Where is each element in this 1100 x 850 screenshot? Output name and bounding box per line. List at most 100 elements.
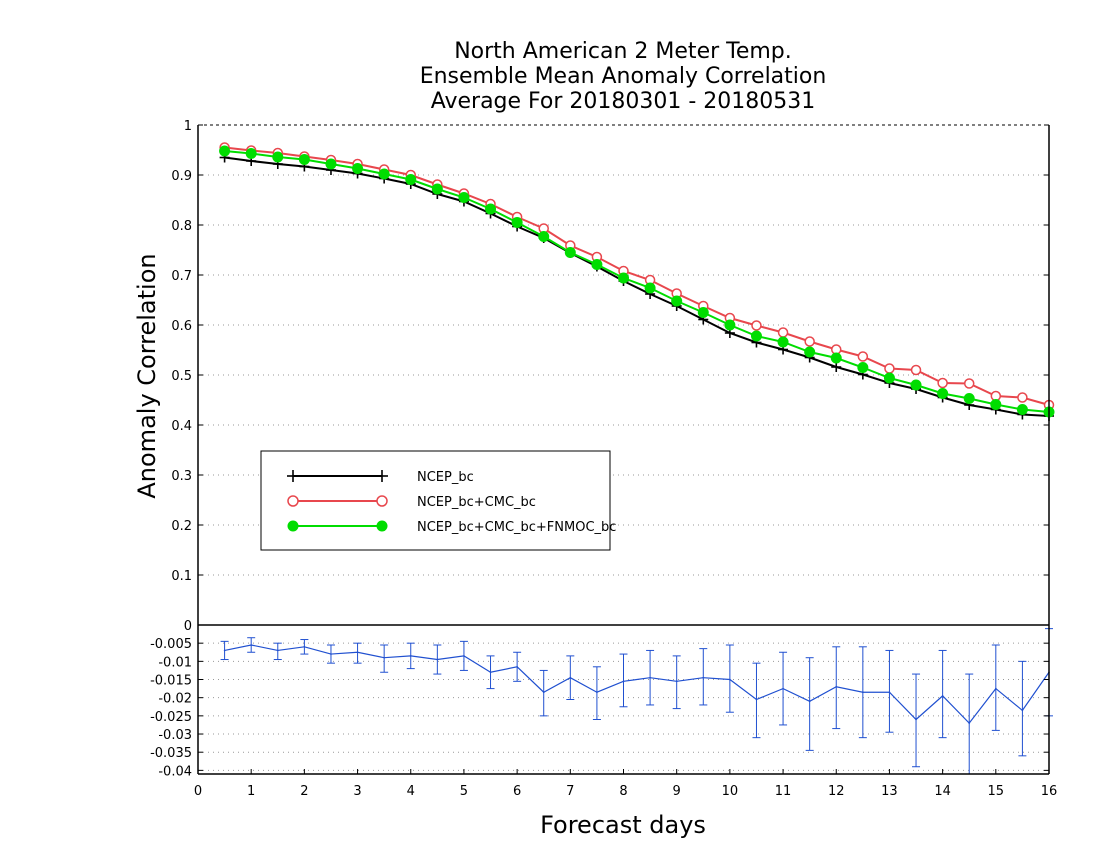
y-tick-label: 0.3 — [171, 469, 192, 484]
series-line — [224, 156, 1050, 417]
error-bar — [1018, 660, 1027, 757]
difference-point — [409, 655, 412, 657]
series-point — [937, 377, 948, 389]
difference-point — [383, 656, 385, 659]
difference-point — [808, 700, 811, 703]
error-bar — [619, 653, 628, 708]
x-tick-label: 10 — [722, 784, 739, 799]
difference-point — [995, 687, 997, 690]
series-point — [511, 217, 523, 228]
series-point — [644, 282, 656, 294]
difference-point — [755, 698, 758, 701]
x-tick-label: 4 — [407, 784, 415, 799]
error-bar — [991, 644, 1000, 731]
x-tick-label: 16 — [1041, 784, 1058, 799]
error-bar — [832, 646, 841, 730]
x-tick-label: 2 — [300, 784, 308, 799]
difference-point — [862, 691, 864, 694]
x-tick-label: 15 — [988, 784, 1005, 799]
error-bar — [539, 669, 548, 717]
y-tick-label: 0.6 — [171, 319, 192, 334]
difference-point — [223, 649, 226, 652]
series-point — [857, 351, 869, 362]
y-tick-label: -0.035 — [150, 746, 192, 761]
difference-point — [702, 676, 705, 679]
y-tick-label: 0.1 — [171, 569, 192, 584]
error-bar — [380, 644, 389, 673]
series-point — [1016, 404, 1028, 415]
y-tick-label: -0.03 — [158, 728, 192, 743]
difference-point — [622, 680, 625, 683]
series-point — [219, 145, 231, 157]
series-point — [431, 183, 443, 195]
difference-line — [224, 644, 1050, 725]
series-point — [777, 327, 789, 338]
difference-point — [596, 691, 598, 694]
y-tick-label: -0.04 — [158, 764, 192, 779]
legend-label: NCEP_bc+CMC_bc+FNMOC_bc — [417, 520, 616, 535]
y-tick-label: -0.01 — [158, 655, 192, 670]
difference-point — [463, 655, 465, 657]
difference-point — [888, 691, 891, 694]
series-point — [591, 259, 603, 270]
series-point — [963, 378, 975, 389]
error-bar — [353, 642, 362, 664]
series-point — [538, 231, 550, 242]
difference-point — [968, 722, 971, 724]
x-tick-label: 13 — [881, 784, 898, 799]
error-bar — [592, 666, 601, 720]
legend-marker — [376, 520, 388, 532]
series-point — [804, 346, 816, 358]
error-bar — [805, 657, 814, 751]
difference-point — [436, 658, 439, 661]
y-tick-label: 0.4 — [171, 419, 192, 434]
series-point — [750, 330, 762, 342]
series-point — [804, 336, 815, 347]
difference-point — [941, 695, 944, 697]
series-line — [224, 150, 1050, 413]
difference-point — [250, 644, 252, 646]
difference-point — [675, 680, 678, 683]
error-bar — [273, 642, 282, 661]
series-point — [485, 203, 497, 215]
series-point — [352, 163, 364, 174]
series-point — [564, 247, 576, 258]
difference-point — [516, 665, 518, 668]
series-point — [298, 154, 310, 165]
chart-title-line: Average For 20180301 - 20180531 — [431, 89, 816, 114]
difference-point — [356, 651, 359, 654]
difference-point — [303, 646, 306, 648]
legend-marker — [287, 495, 299, 507]
series-point — [831, 362, 842, 372]
series-point — [963, 393, 975, 404]
series-line — [224, 146, 1050, 406]
series-point — [910, 364, 922, 376]
y-axis-label: Anomaly Correlation — [133, 253, 161, 498]
x-tick-label: 3 — [353, 784, 361, 799]
x-tick-label: 9 — [673, 784, 681, 799]
series-point — [671, 295, 683, 307]
series-point — [937, 388, 949, 399]
difference-point — [569, 676, 572, 679]
series-point — [245, 148, 257, 159]
y-tick-label: 0.2 — [171, 519, 192, 534]
series-point — [458, 192, 470, 203]
series-point — [325, 158, 337, 170]
series-point — [777, 336, 789, 348]
x-tick-label: 6 — [513, 784, 521, 799]
difference-point — [782, 687, 784, 690]
error-bar — [672, 655, 681, 710]
error-bar — [965, 673, 974, 775]
legend-marker — [287, 520, 299, 532]
difference-point — [915, 718, 917, 721]
y-tick-label: -0.02 — [158, 692, 192, 707]
y-tick-label: -0.015 — [150, 674, 192, 689]
error-bar — [699, 648, 708, 706]
y-tick-label: 0.7 — [171, 269, 192, 284]
y-tick-label: -0.025 — [150, 710, 192, 725]
series-point — [1017, 392, 1028, 403]
legend-label: NCEP_bc+CMC_bc — [417, 495, 536, 510]
x-tick-label: 14 — [934, 784, 951, 799]
series-point — [405, 174, 417, 185]
